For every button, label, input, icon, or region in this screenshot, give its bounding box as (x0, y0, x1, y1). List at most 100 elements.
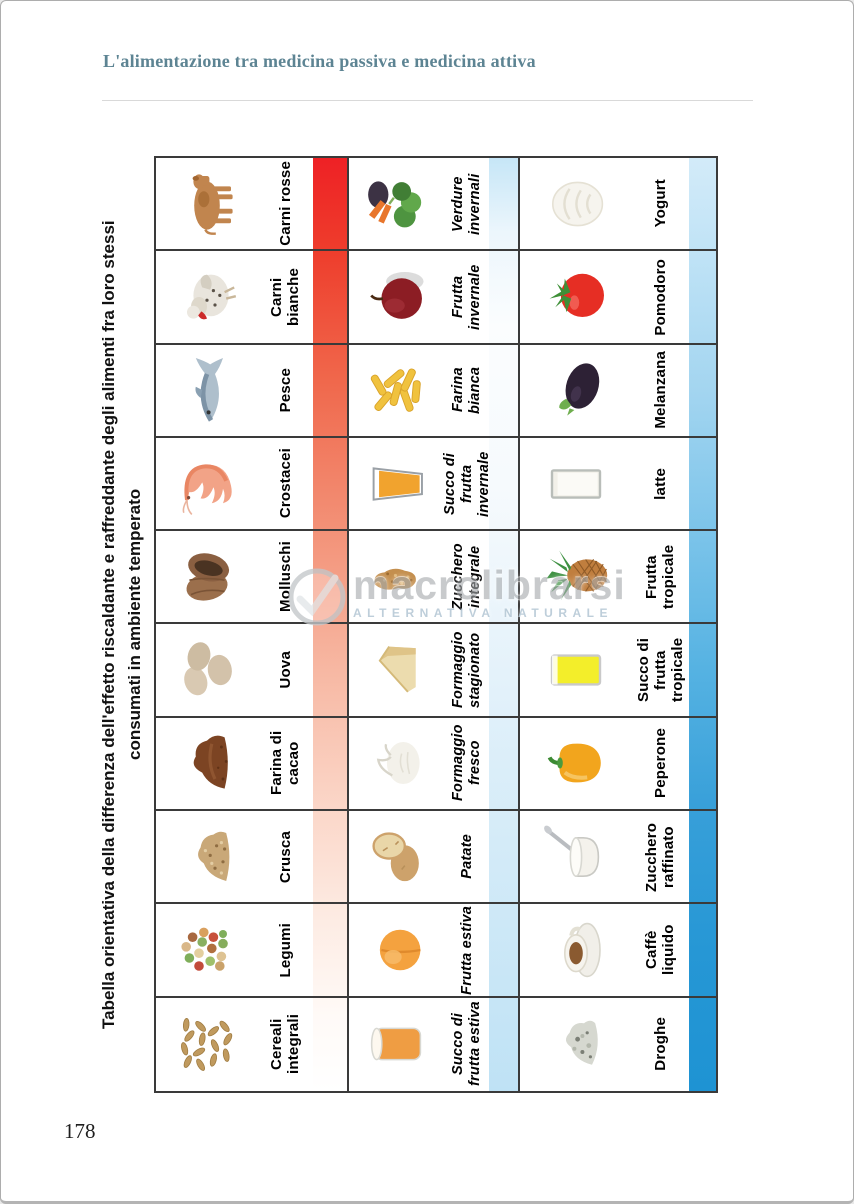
food-label: Zucchero raffinato (643, 822, 677, 892)
table-row-neutral-5: Zucchero integrale (349, 531, 518, 625)
table-row-warming-5: Molluschi (156, 531, 347, 625)
food-label: Frutta invernale (450, 264, 483, 330)
food-label: Formaggio fresco (450, 725, 483, 802)
food-label-box: Frutta estiva (445, 906, 489, 995)
food-label: Peperone (651, 728, 669, 799)
juice-summer-image (349, 1005, 445, 1083)
brown-sugar-image (349, 538, 445, 616)
food-label: Pesce (276, 368, 294, 413)
page-number: 178 (64, 1119, 96, 1143)
food-label-box: Verdure invernali (445, 158, 489, 250)
food-label-box: Carni rosse (257, 161, 313, 246)
food-label: Formaggio stagionato (450, 631, 483, 709)
food-label: Pomodoro (651, 258, 669, 336)
table-row-warming-7: Farina di cacao (156, 717, 347, 812)
food-label: Frutta tropicale (643, 544, 677, 610)
food-label: Zucchero integrale (450, 543, 483, 611)
food-label-box: Melanzana (631, 351, 689, 429)
food-label: Succo di frutta tropicale (634, 637, 686, 703)
spice-powder-image (520, 1004, 631, 1084)
table-row-cooling-5: Frutta tropicale (520, 531, 716, 625)
food-label-box: Patate (445, 834, 489, 879)
table-row-warming-8: Crusca (156, 811, 347, 905)
food-label: Patate (458, 834, 475, 880)
table-group-neutral: Verdure invernali Frutta invernale Farina … (347, 158, 518, 1091)
food-label: Molluschi (276, 541, 294, 613)
food-label: Melanzana (651, 351, 669, 430)
food-label: Droghe (651, 1017, 669, 1072)
table-group-warming: Carni rosse Carni bianche Pesce Crostacei Mo… (156, 158, 347, 1091)
pineapple-image (520, 537, 631, 617)
neutral-gradient-strip (489, 158, 518, 1091)
table-row-warming-1: Carni rosse (156, 158, 347, 252)
table-row-neutral-3: Farina bianca (349, 345, 518, 438)
food-label: Succo di frutta invernale (441, 450, 492, 517)
potatoes-image (349, 818, 445, 896)
food-label: Crostacei (276, 448, 294, 519)
table-row-warming-10: Cereali integrali (156, 998, 347, 1091)
milk-glass-image (520, 444, 631, 524)
sugar-bowl-image (520, 817, 631, 897)
food-label-box: Uova (257, 651, 313, 688)
table-row-cooling-3: Melanzana (520, 345, 716, 438)
table-row-cooling-4: latte (520, 438, 716, 532)
table-title-line2: consumati in ambiente temperato (125, 488, 144, 761)
table-row-neutral-9: Frutta estiva (349, 904, 518, 998)
table-row-cooling-8: Zucchero raffinato (520, 811, 716, 905)
food-label-box: Legumi (257, 923, 313, 978)
cow-image (156, 164, 257, 244)
food-label-box: Frutta invernale (445, 251, 489, 343)
table-row-cooling-9: Caffè liquido (520, 904, 716, 998)
table-title-line1: Tabella orientativa della differenza del… (99, 220, 118, 1029)
food-label: latte (651, 467, 669, 500)
table-row-neutral-6: Formaggio stagionato (349, 624, 518, 718)
food-label: Succo di frutta estiva (450, 1001, 483, 1087)
food-label-box: Farina di cacao (257, 717, 313, 809)
red-apple-image (349, 258, 445, 336)
food-label: Farina bianca (450, 366, 483, 414)
bran-image (156, 817, 257, 897)
pasta-image (349, 351, 445, 429)
food-label: Carni bianche (268, 267, 302, 326)
food-label-box: Zucchero integrale (445, 531, 489, 623)
food-label-box: Pomodoro (631, 259, 689, 336)
fish-image (156, 350, 257, 430)
food-label: Uova (276, 651, 294, 689)
food-label-box: Crostacei (257, 448, 313, 518)
coffee-cup-image (520, 910, 631, 990)
food-label: Legumi (276, 922, 294, 978)
food-label-box: Succo di frutta estiva (445, 998, 489, 1090)
table-row-cooling-10: Droghe (520, 998, 716, 1091)
food-label-box: Carni bianche (257, 251, 313, 343)
table-row-cooling-2: Pomodoro (520, 251, 716, 345)
table-row-warming-2: Carni bianche (156, 251, 347, 345)
food-label-box: Succo di frutta tropicale (631, 624, 689, 716)
food-label-box: Zucchero raffinato (631, 811, 689, 903)
table-group-cooling: Yogurt Pomodoro Melanzana latte Frutta tropi… (518, 158, 716, 1091)
table-row-cooling-1: Yogurt (520, 158, 716, 252)
juice-winter-image (349, 445, 445, 523)
table-row-neutral-8: Patate (349, 811, 518, 905)
apricot-image (349, 911, 445, 989)
table-row-warming-3: Pesce (156, 345, 347, 438)
food-label-box: Caffè liquido (631, 904, 689, 996)
winter-vegetables-image (349, 165, 445, 243)
juice-tropical-image (520, 630, 631, 710)
page-title: L'alimentazione tra medicina passiva e m… (103, 51, 536, 71)
food-label-box: Droghe (631, 1017, 689, 1071)
food-label-box: Yogurt (631, 179, 689, 227)
food-label-box: Peperone (631, 728, 689, 798)
food-label-box: Formaggio stagionato (445, 624, 489, 716)
food-label-box: Formaggio fresco (445, 717, 489, 809)
food-label: Crusca (276, 830, 294, 883)
food-label: Carni rosse (276, 161, 294, 247)
table-row-warming-9: Legumi (156, 904, 347, 998)
food-label: Cereali integrali (268, 1014, 302, 1075)
eggplant-image (520, 350, 631, 430)
food-label-box: Farina bianca (445, 344, 489, 436)
food-label: Frutta estiva (458, 905, 475, 995)
food-label-box: latte (631, 468, 689, 500)
whole-grains-image (156, 1004, 257, 1084)
clams-image (156, 537, 257, 617)
yogurt-image (520, 164, 631, 244)
